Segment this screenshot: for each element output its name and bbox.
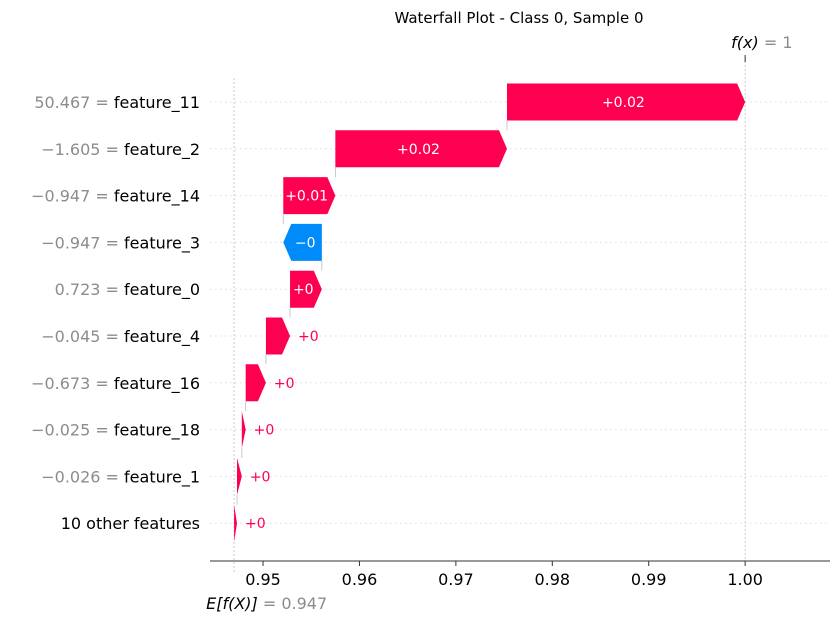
feature-value: 0.723 = [55,280,124,299]
x-tick-label: 0.96 [342,570,378,589]
feature-label: −0.673 = feature_16 [31,374,200,394]
x-tick-label: 0.99 [631,570,667,589]
feature-value: −0.673 = [31,374,114,393]
feature-value: −1.605 = [41,140,124,159]
output-value-label: f(x) = 1 [731,33,792,52]
feature-label: −0.947 = feature_14 [31,187,200,207]
feature-label: 0.723 = feature_0 [55,280,200,300]
bar-value-label: +0 [293,282,314,298]
bar-10-other-features [234,504,237,542]
feature-label: −0.947 = feature_3 [41,233,200,253]
base-value-text: = 0.947 [258,594,327,613]
x-tick-label: 0.95 [245,570,281,589]
feature-label: 50.467 = feature_11 [34,93,200,113]
feature-name: feature_3 [124,233,200,253]
output-label: f(x) [731,33,759,52]
bar-value-label: +0.02 [397,142,440,158]
bar-feature_18 [241,411,246,449]
feature-label: −0.045 = feature_4 [41,327,200,347]
x-tick-label: 0.98 [534,570,570,589]
feature-value: −0.026 = [41,467,124,486]
feature-name: feature_18 [114,421,200,441]
feature-value: −0.947 = [41,233,124,252]
x-tick-label: 1.00 [727,570,763,589]
bar-feature_14 [283,177,336,215]
feature-name: feature_4 [124,327,200,347]
feature-label: 10 other features [61,514,200,533]
feature-value: −0.947 = [31,187,114,206]
bar-feature_1 [236,457,242,495]
bar-value-label: +0 [245,516,266,532]
feature-label: −1.605 = feature_2 [41,140,200,160]
bar-feature_4 [265,317,291,355]
feature-name: feature_0 [124,280,200,300]
bar-value-label: +0 [298,329,319,345]
bar-feature_16 [245,364,266,402]
base-value-label: E[f(X)] = 0.947 [206,594,327,613]
feature-name: feature_1 [124,467,200,487]
x-tick-label: 0.97 [438,570,474,589]
feature-name: feature_16 [114,374,200,394]
bar-feature_0 [290,270,322,308]
bar-feature_11 [506,83,746,121]
bar-value-label: +0 [250,469,271,485]
output-value-text: = 1 [759,33,793,52]
chart-title: Waterfall Plot - Class 0, Sample 0 [394,9,643,27]
bar-feature_3 [283,223,322,261]
feature-label: −0.026 = feature_1 [41,467,200,487]
bar-value-label: −0 [295,235,316,251]
feature-name: feature_2 [124,140,200,160]
bar-value-label: +0 [254,423,275,439]
base-label: E[f(X)] [206,594,258,613]
bar-value-label: +0 [274,376,295,392]
feature-name: feature_14 [114,187,200,207]
x-axis: 0.95 0.96 0.97 0.98 0.99 1.00 f(x) = 1 E[f(X)] … [206,33,830,613]
bar-feature_2 [335,130,507,168]
feature-name: 10 other features [61,514,200,533]
feature-value: −0.025 = [31,421,114,440]
labels-layer: +0.02 50.467 = feature_11 +0.02 −1.605 = fe… [31,93,645,533]
grid-layer [210,57,830,573]
feature-value: 50.467 = [34,93,114,112]
feature-name: feature_11 [114,93,200,113]
feature-label: −0.025 = feature_18 [31,421,200,441]
bars-layer [234,83,746,542]
bar-value-label: +0.02 [602,95,645,111]
feature-value: −0.045 = [41,327,124,346]
bar-value-label: +0.01 [285,189,328,205]
